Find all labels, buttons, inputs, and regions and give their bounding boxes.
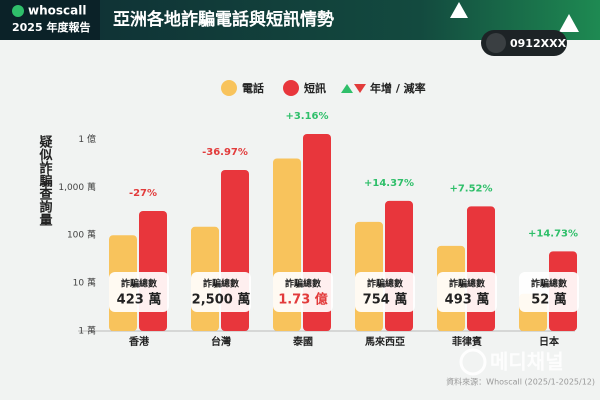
y-axis-label: 疑似詐騙查詢量 bbox=[37, 134, 54, 227]
growth-label: +14.73% bbox=[528, 228, 578, 239]
bar bbox=[467, 206, 495, 331]
legend-label: 年增 / 減率 bbox=[370, 81, 426, 95]
y-tick-label: 1,000 萬 bbox=[58, 181, 96, 193]
total-caption: 詐騙總數 bbox=[449, 278, 486, 290]
legend-label: 電話 bbox=[242, 81, 264, 95]
growth-label: +14.37% bbox=[364, 178, 414, 189]
total-box bbox=[519, 272, 579, 312]
title: 亞洲各地詐騙電話與短訊情勢 bbox=[113, 9, 334, 30]
legend-down bbox=[354, 84, 366, 93]
growth-label: +3.16% bbox=[285, 111, 328, 122]
total-box bbox=[355, 272, 415, 312]
total-value: 754 萬 bbox=[363, 292, 408, 308]
total-box bbox=[191, 272, 251, 312]
growth-label: -27% bbox=[129, 188, 157, 199]
y-tick-label: 1 億 bbox=[78, 133, 96, 145]
total-value: 423 萬 bbox=[117, 292, 162, 308]
phone-icon bbox=[486, 33, 506, 53]
x-tick-label: 香港 bbox=[129, 335, 150, 348]
total-box bbox=[437, 272, 497, 312]
x-tick-label: 台灣 bbox=[211, 335, 231, 348]
total-value: 2,500 萬 bbox=[192, 292, 251, 308]
brand: whoscall bbox=[28, 4, 86, 18]
total-caption: 詐騙總數 bbox=[121, 278, 158, 290]
y-tick-label: 100 萬 bbox=[67, 229, 96, 241]
legend-label: 短訊 bbox=[304, 81, 326, 95]
total-value: 52 萬 bbox=[531, 292, 567, 308]
phone-number: 0912XXX bbox=[510, 37, 567, 50]
legend-up bbox=[341, 84, 353, 93]
growth-label: +7.52% bbox=[449, 183, 492, 194]
source: 資料來源：Whoscall (2025/1-2025/12) bbox=[446, 377, 595, 387]
report-subtitle: 2025 年度報告 bbox=[12, 20, 90, 34]
x-tick-label: 日本 bbox=[539, 335, 560, 348]
x-tick-label: 馬來西亞 bbox=[365, 335, 405, 348]
alert-icon bbox=[559, 14, 579, 32]
x-tick-label: 菲律賓 bbox=[452, 335, 482, 348]
legend-icon bbox=[283, 80, 299, 96]
watermark: 메디채널 bbox=[490, 350, 564, 374]
total-box bbox=[109, 272, 169, 312]
growth-label: -36.97% bbox=[202, 147, 248, 158]
total-value: 493 萬 bbox=[445, 292, 490, 308]
total-box bbox=[273, 272, 333, 312]
alert-icon bbox=[450, 2, 468, 18]
bar bbox=[139, 211, 167, 331]
y-tick-label: 1 萬 bbox=[78, 325, 96, 337]
legend-icon bbox=[221, 80, 237, 96]
watermark-logo bbox=[459, 348, 487, 376]
total-caption: 詐騙總數 bbox=[367, 278, 404, 290]
y-tick-label: 10 萬 bbox=[73, 277, 96, 289]
total-caption: 詐騙總數 bbox=[531, 278, 568, 290]
total-caption: 詐騙總數 bbox=[285, 278, 322, 290]
total-caption: 詐騙總數 bbox=[203, 278, 240, 290]
brand-logo bbox=[12, 5, 24, 17]
x-tick-label: 泰國 bbox=[292, 335, 313, 348]
total-value: 1.73 億 bbox=[278, 292, 328, 308]
